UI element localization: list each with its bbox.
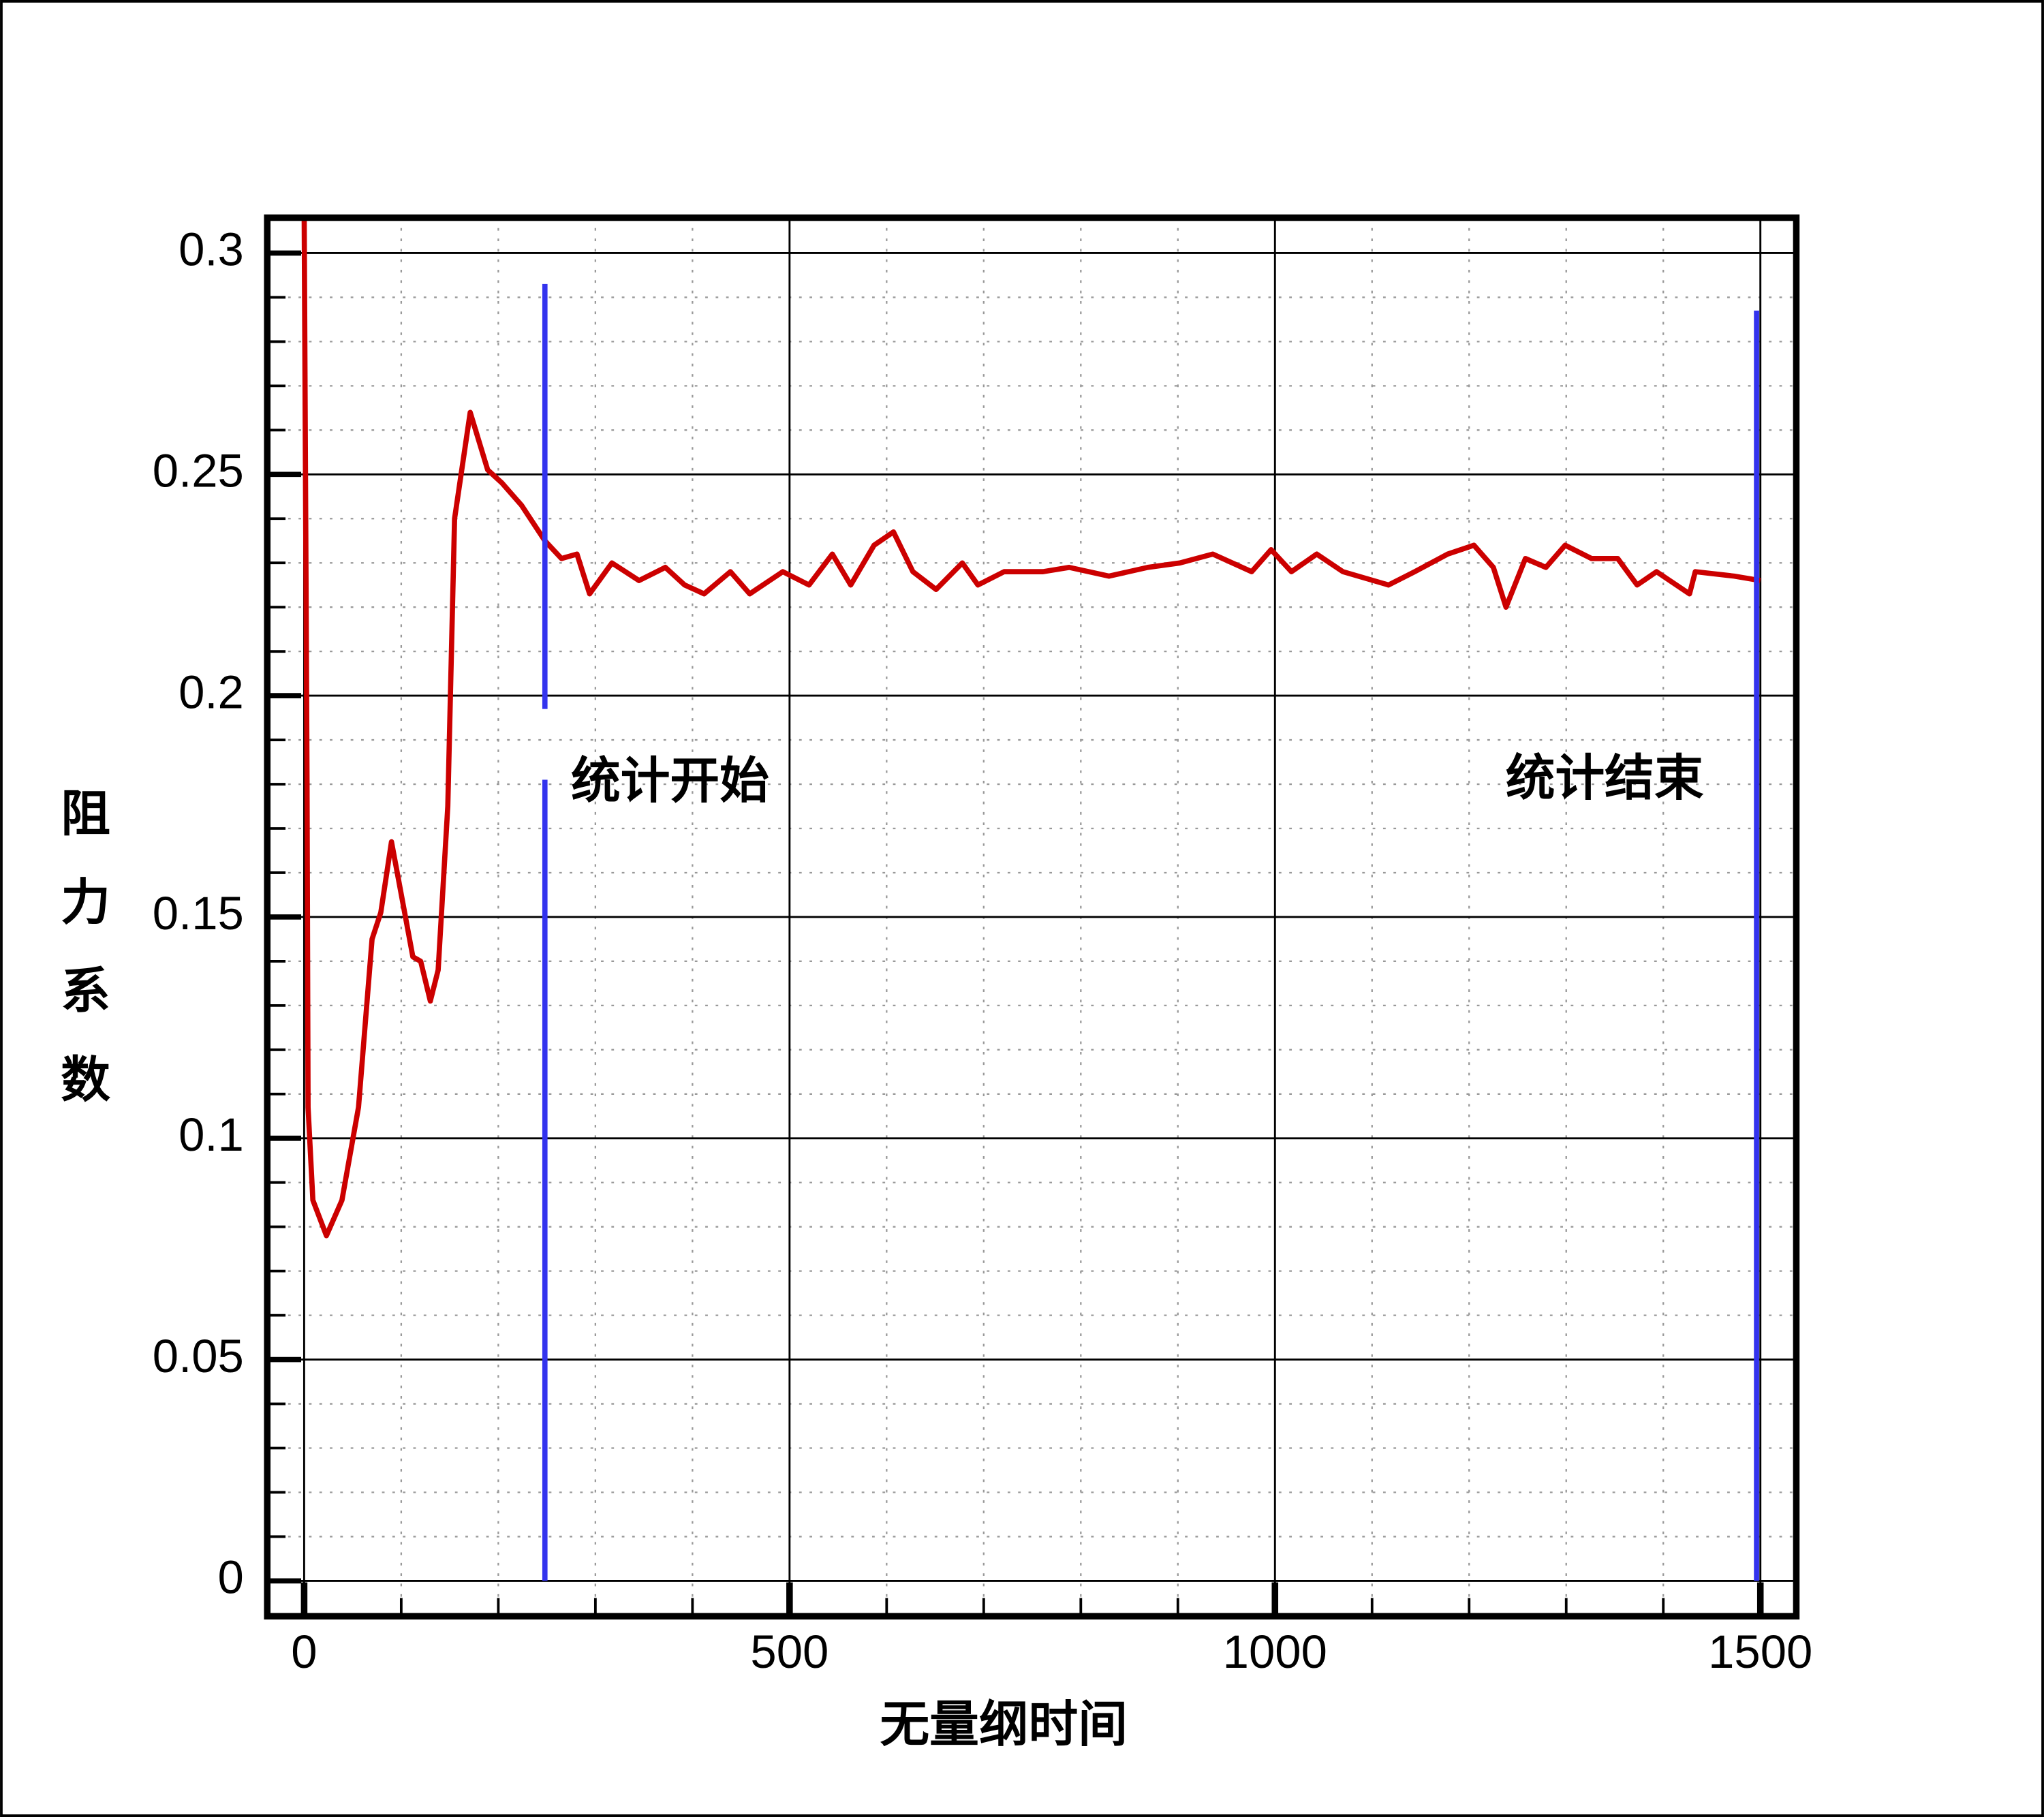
- y-tick-label: 0.2: [179, 666, 244, 718]
- y-tick-label: 0.15: [153, 887, 244, 939]
- y-tick-label: 0.25: [153, 444, 244, 497]
- grid: [267, 217, 1797, 1617]
- x-tick-label: 0: [291, 1626, 317, 1678]
- annotation: 统计开始: [571, 754, 769, 809]
- plot-area: [301, 217, 1761, 1581]
- y-tick-label: 0.05: [153, 1330, 244, 1382]
- x-tick-label: 500: [750, 1626, 829, 1678]
- x-tick-label: 1000: [1223, 1626, 1327, 1678]
- series-line: [301, 217, 1761, 1239]
- y-axis-label: 阻力系数: [53, 788, 110, 1142]
- y-tick-label: 0.1: [179, 1108, 244, 1161]
- y-tick-label: 0.3: [179, 223, 244, 276]
- annotation: 统计结束: [1506, 751, 1704, 806]
- x-tick-label: 1500: [1708, 1626, 1812, 1678]
- y-tick-label: 0: [218, 1551, 244, 1604]
- x-axis-label: 无量纲时间: [880, 1697, 1127, 1752]
- ticks: 0 0.05 0.1 0.15 0.2 0.25 0.3 0 500 1000 1500: [153, 223, 1813, 1678]
